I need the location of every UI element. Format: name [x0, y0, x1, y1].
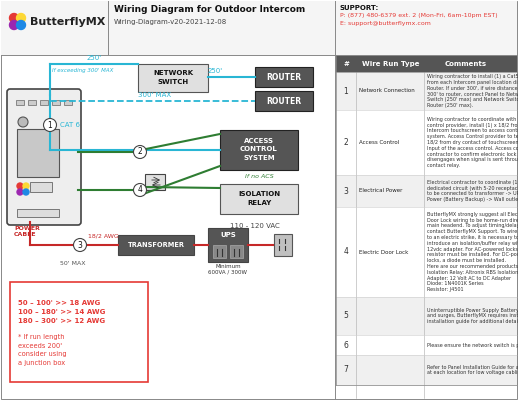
- Bar: [40, 100, 48, 105]
- Text: UPS: UPS: [220, 232, 236, 238]
- Bar: [336, 175, 517, 207]
- Text: E: support@butterflymx.com: E: support@butterflymx.com: [340, 22, 431, 26]
- Circle shape: [134, 146, 147, 158]
- Text: ROUTER: ROUTER: [266, 96, 301, 106]
- Circle shape: [18, 117, 28, 127]
- Text: ROUTER: ROUTER: [266, 72, 301, 82]
- Text: CONTROL: CONTROL: [240, 146, 278, 152]
- Bar: [274, 234, 292, 256]
- Text: 250': 250': [87, 55, 102, 61]
- Bar: [28, 100, 36, 105]
- Bar: [336, 355, 517, 385]
- Bar: [220, 184, 298, 214]
- Text: 4: 4: [138, 186, 142, 194]
- Circle shape: [17, 20, 25, 30]
- Bar: [17, 129, 59, 177]
- Text: SWITCH: SWITCH: [157, 79, 189, 85]
- Text: Electrical Power: Electrical Power: [359, 188, 402, 194]
- Text: 2: 2: [138, 148, 142, 156]
- Circle shape: [23, 183, 29, 189]
- Text: Network Connection: Network Connection: [359, 88, 415, 94]
- Circle shape: [74, 238, 87, 252]
- Text: Electric Door Lock: Electric Door Lock: [359, 250, 408, 254]
- Text: 300' MAX: 300' MAX: [138, 92, 171, 98]
- Text: 7: 7: [343, 366, 349, 374]
- Text: SUPPORT:: SUPPORT:: [340, 5, 379, 11]
- Bar: [336, 110, 517, 175]
- Text: 4: 4: [343, 248, 349, 256]
- Text: CAT 6: CAT 6: [60, 122, 80, 128]
- Text: 250': 250': [207, 68, 223, 74]
- Text: Wire Run Type: Wire Run Type: [362, 61, 420, 67]
- Text: Minimum: Minimum: [215, 264, 241, 269]
- Text: * If run length
exceeds 200'
consider using
a junction box: * If run length exceeds 200' consider us…: [18, 334, 67, 366]
- Bar: [336, 72, 517, 110]
- Text: Uninterruptible Power Supply Battery Backup. To prevent voltage drops
and surges: Uninterruptible Power Supply Battery Bac…: [427, 308, 518, 324]
- Text: ISOLATION: ISOLATION: [238, 191, 280, 197]
- Text: 600VA / 300W: 600VA / 300W: [209, 270, 248, 275]
- Text: Access Control: Access Control: [359, 140, 399, 145]
- Bar: [208, 228, 248, 262]
- Text: POWER: POWER: [14, 226, 40, 231]
- Circle shape: [17, 14, 25, 22]
- Text: 1: 1: [343, 86, 349, 96]
- FancyBboxPatch shape: [7, 89, 81, 225]
- Circle shape: [17, 183, 23, 189]
- Bar: [255, 67, 313, 87]
- Text: 1: 1: [48, 120, 52, 130]
- Text: Please ensure the network switch is properly grounded.: Please ensure the network switch is prop…: [427, 342, 518, 348]
- Bar: [118, 235, 194, 255]
- Circle shape: [134, 184, 147, 196]
- Bar: [336, 297, 517, 335]
- Bar: [213, 245, 226, 258]
- Text: Refer to Panel Installation Guide for additional details. Leave 6' service loop
: Refer to Panel Installation Guide for ad…: [427, 365, 518, 375]
- Bar: [17, 209, 59, 217]
- Text: RELAY: RELAY: [247, 200, 271, 206]
- Circle shape: [44, 118, 56, 132]
- Bar: [230, 245, 243, 258]
- Bar: [64, 100, 72, 105]
- Circle shape: [23, 189, 29, 195]
- Bar: [336, 207, 517, 297]
- Text: Wiring contractor to install (1) a Cat5e/Cat6
from each Intercom panel location : Wiring contractor to install (1) a Cat5e…: [427, 74, 518, 108]
- Text: ButterflyMX strongly suggest all Electrical
Door Lock wiring to be home-run dire: ButterflyMX strongly suggest all Electri…: [427, 212, 518, 292]
- Bar: [336, 56, 517, 72]
- Text: 18/2 AWG: 18/2 AWG: [88, 234, 119, 239]
- Text: If no ACS: If no ACS: [244, 174, 274, 178]
- Text: #: #: [343, 61, 349, 67]
- Text: 50 – 100' >> 18 AWG
100 – 180' >> 14 AWG
180 – 300' >> 12 AWG: 50 – 100' >> 18 AWG 100 – 180' >> 14 AWG…: [18, 300, 105, 324]
- Circle shape: [17, 189, 23, 195]
- Text: ButterflyMX: ButterflyMX: [30, 17, 105, 27]
- Bar: [138, 64, 208, 92]
- Circle shape: [9, 14, 19, 22]
- Text: 5: 5: [343, 312, 349, 320]
- Text: If exceeding 300' MAX: If exceeding 300' MAX: [52, 68, 113, 73]
- Text: Wiring Diagram for Outdoor Intercom: Wiring Diagram for Outdoor Intercom: [114, 6, 305, 14]
- Bar: [220, 130, 298, 170]
- Text: SYSTEM: SYSTEM: [243, 155, 275, 161]
- Text: CABLE: CABLE: [14, 232, 36, 237]
- Bar: [255, 91, 313, 111]
- Text: 6: 6: [343, 340, 349, 350]
- Bar: [16, 100, 24, 105]
- Text: Electrical contractor to coordinate (1)
dedicated circuit (with 5-20 receptacle): Electrical contractor to coordinate (1) …: [427, 180, 518, 202]
- Text: 3: 3: [343, 186, 349, 196]
- Text: Wiring-Diagram-v20-2021-12-08: Wiring-Diagram-v20-2021-12-08: [114, 19, 227, 25]
- Bar: [10, 282, 148, 382]
- Text: P: (877) 480-6379 ext. 2 (Mon-Fri, 6am-10pm EST): P: (877) 480-6379 ext. 2 (Mon-Fri, 6am-1…: [340, 14, 498, 18]
- Bar: [145, 174, 165, 190]
- Text: ACCESS: ACCESS: [244, 138, 274, 144]
- Bar: [30, 182, 52, 192]
- Bar: [336, 335, 517, 355]
- Text: Comments: Comments: [445, 61, 487, 67]
- Text: 110 - 120 VAC: 110 - 120 VAC: [230, 223, 280, 229]
- Text: 2: 2: [343, 138, 349, 147]
- Text: NETWORK: NETWORK: [153, 70, 193, 76]
- Text: TRANSFORMER: TRANSFORMER: [127, 242, 184, 248]
- Text: Wiring contractor to coordinate with access
control provider, install (1) x 18/2: Wiring contractor to coordinate with acc…: [427, 117, 518, 168]
- Bar: [1, 1, 517, 55]
- Text: 3: 3: [78, 240, 82, 250]
- Bar: [52, 100, 60, 105]
- Text: 50' MAX: 50' MAX: [60, 261, 85, 266]
- Circle shape: [9, 20, 19, 30]
